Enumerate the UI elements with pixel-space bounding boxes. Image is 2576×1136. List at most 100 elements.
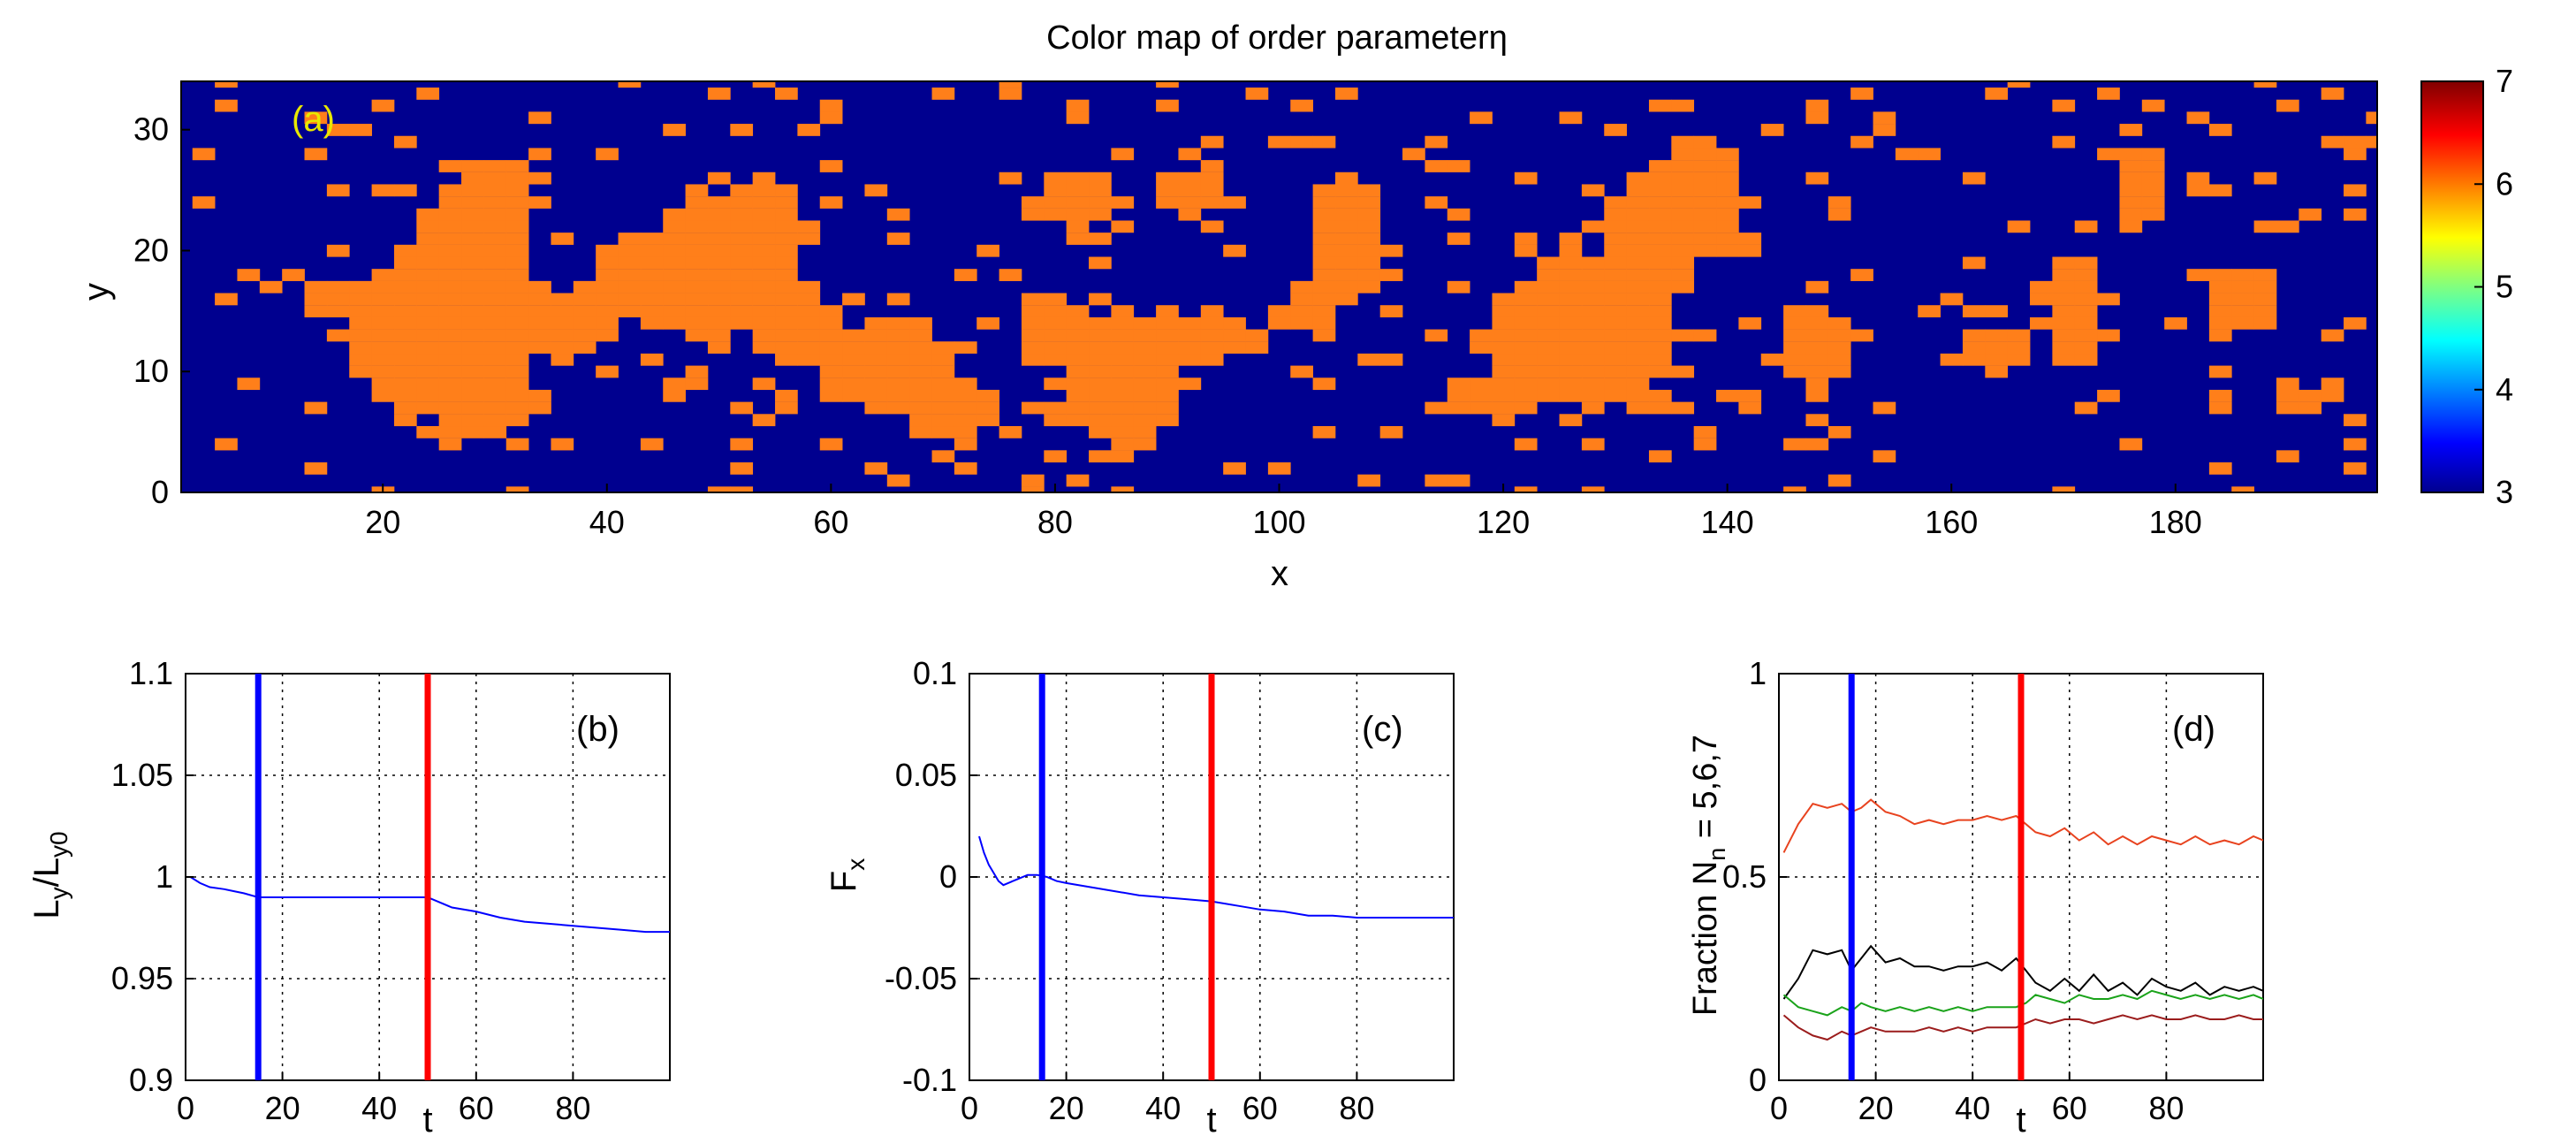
heatmap-cell bbox=[1089, 329, 1112, 342]
heatmap-cell bbox=[1111, 220, 1135, 233]
heatmap-cell bbox=[505, 401, 529, 415]
heatmap-cell bbox=[1156, 377, 1179, 391]
heatmap-x-tick-label: 20 bbox=[365, 504, 400, 540]
heatmap-cell bbox=[2119, 438, 2143, 451]
heatmap-cell bbox=[954, 414, 977, 427]
panel-d-marks bbox=[1782, 674, 2263, 1080]
heatmap-cell bbox=[685, 316, 709, 330]
heatmap-cell bbox=[1626, 196, 1650, 209]
heatmap-cell bbox=[1156, 305, 1179, 317]
heatmap-cell bbox=[1447, 233, 1470, 245]
heatmap-cell bbox=[326, 184, 350, 197]
colorbar-tick-label: 7 bbox=[2496, 63, 2513, 99]
heatmap-cell bbox=[909, 329, 932, 342]
heatmap-cell bbox=[1044, 401, 1068, 415]
heatmap-cell bbox=[1693, 329, 1717, 342]
heatmap-cell bbox=[1334, 196, 1358, 209]
heatmap-cell bbox=[483, 233, 507, 245]
heatmap-cell bbox=[461, 208, 484, 221]
heatmap-cell bbox=[752, 244, 776, 257]
colorbar: 3 4 5 6 7 bbox=[2420, 63, 2513, 510]
panel-b-y-main: L bbox=[27, 899, 66, 919]
heatmap-cell bbox=[2276, 99, 2299, 112]
heatmap-cell bbox=[438, 389, 462, 402]
heatmap-cell bbox=[2208, 124, 2232, 136]
heatmap-cell bbox=[707, 196, 731, 209]
heatmap-cell bbox=[1626, 305, 1650, 317]
heatmap-cell bbox=[1828, 353, 1851, 366]
heatmap-cell bbox=[1089, 233, 1112, 245]
heatmap-cell bbox=[819, 329, 843, 342]
heatmap-cell bbox=[1805, 280, 1829, 294]
heatmap-cell bbox=[663, 233, 686, 245]
heatmap-cell bbox=[416, 389, 440, 402]
heatmap-cell bbox=[1985, 353, 2009, 366]
heatmap-cell bbox=[1044, 293, 1068, 306]
heatmap-cell bbox=[1962, 256, 1986, 270]
heatmap-cell bbox=[1066, 305, 1090, 317]
heatmap-cell bbox=[730, 316, 754, 330]
heatmap-cell bbox=[2276, 389, 2299, 402]
heatmap-cell bbox=[438, 365, 462, 378]
heatmap-cell bbox=[461, 220, 484, 233]
heatmap-x-tick-label: 160 bbox=[1925, 504, 1978, 540]
heatmap-cell bbox=[1156, 329, 1179, 342]
heatmap-cell bbox=[349, 316, 372, 330]
heatmap-panel-label: (a) bbox=[292, 100, 335, 139]
heatmap-cell bbox=[1267, 135, 1291, 149]
heatmap-cell bbox=[528, 280, 551, 294]
heatmap-cell bbox=[1873, 401, 1896, 415]
heatmap-cell bbox=[1044, 196, 1068, 209]
heatmap-cell bbox=[730, 233, 754, 245]
heatmap-cell bbox=[1066, 474, 1090, 487]
x-tick-label: 0 bbox=[1770, 1090, 1788, 1126]
heatmap-cell bbox=[685, 233, 709, 245]
heatmap-cell bbox=[2208, 401, 2232, 415]
heatmap-cell bbox=[1604, 293, 1627, 306]
heatmap-cell bbox=[730, 196, 754, 209]
heatmap-cell bbox=[2052, 256, 2076, 270]
heatmap-cell bbox=[1648, 316, 1672, 330]
y-tick-label: 1 bbox=[156, 858, 173, 895]
heatmap-cell bbox=[1671, 135, 1695, 149]
heatmap-cell bbox=[842, 329, 865, 342]
heatmap-cell bbox=[461, 305, 484, 317]
heatmap-cell bbox=[775, 401, 798, 415]
heatmap-cell bbox=[551, 341, 574, 355]
heatmap-cell bbox=[775, 269, 798, 281]
panel-b-y-axis-label: Ly/Ly0 bbox=[27, 831, 72, 919]
heatmap-cell bbox=[1693, 148, 1717, 161]
heatmap-cell bbox=[2119, 208, 2143, 221]
heatmap-cell bbox=[1783, 341, 1806, 355]
heatmap-cell bbox=[1805, 353, 1829, 366]
heatmap-cell bbox=[999, 269, 1022, 281]
heatmap-cell bbox=[2231, 316, 2254, 330]
heatmap-cell bbox=[1738, 196, 1762, 209]
heatmap-cell bbox=[416, 341, 440, 355]
heatmap-cell bbox=[215, 99, 238, 112]
heatmap-x-tick-label: 140 bbox=[1701, 504, 1754, 540]
heatmap-cell bbox=[438, 196, 462, 209]
heatmap-cell bbox=[1178, 353, 1202, 366]
heatmap-cell bbox=[371, 99, 395, 112]
heatmap-cell bbox=[999, 88, 1022, 100]
heatmap-cell bbox=[775, 196, 798, 209]
heatmap-cell bbox=[1648, 341, 1672, 355]
heatmap-cell bbox=[1111, 341, 1135, 355]
heatmap-cell bbox=[2141, 148, 2165, 161]
heatmap-cell bbox=[483, 160, 507, 172]
heatmap-cell bbox=[640, 244, 664, 257]
heatmap-cell bbox=[1357, 184, 1381, 197]
heatmap-cell bbox=[1312, 316, 1336, 330]
heatmap-cell bbox=[505, 353, 529, 366]
heatmap-cell bbox=[393, 256, 417, 270]
heatmap-cell bbox=[2052, 353, 2076, 366]
heatmap-cell bbox=[1425, 196, 1448, 209]
heatmap-cell bbox=[931, 425, 955, 438]
heatmap-cell bbox=[326, 293, 350, 306]
heatmap-cell bbox=[1648, 450, 1672, 463]
heatmap-cell bbox=[2253, 172, 2277, 185]
heatmap-cell bbox=[1514, 305, 1538, 317]
heatmap-cell bbox=[505, 486, 529, 492]
heatmap-cell bbox=[1044, 172, 1068, 185]
